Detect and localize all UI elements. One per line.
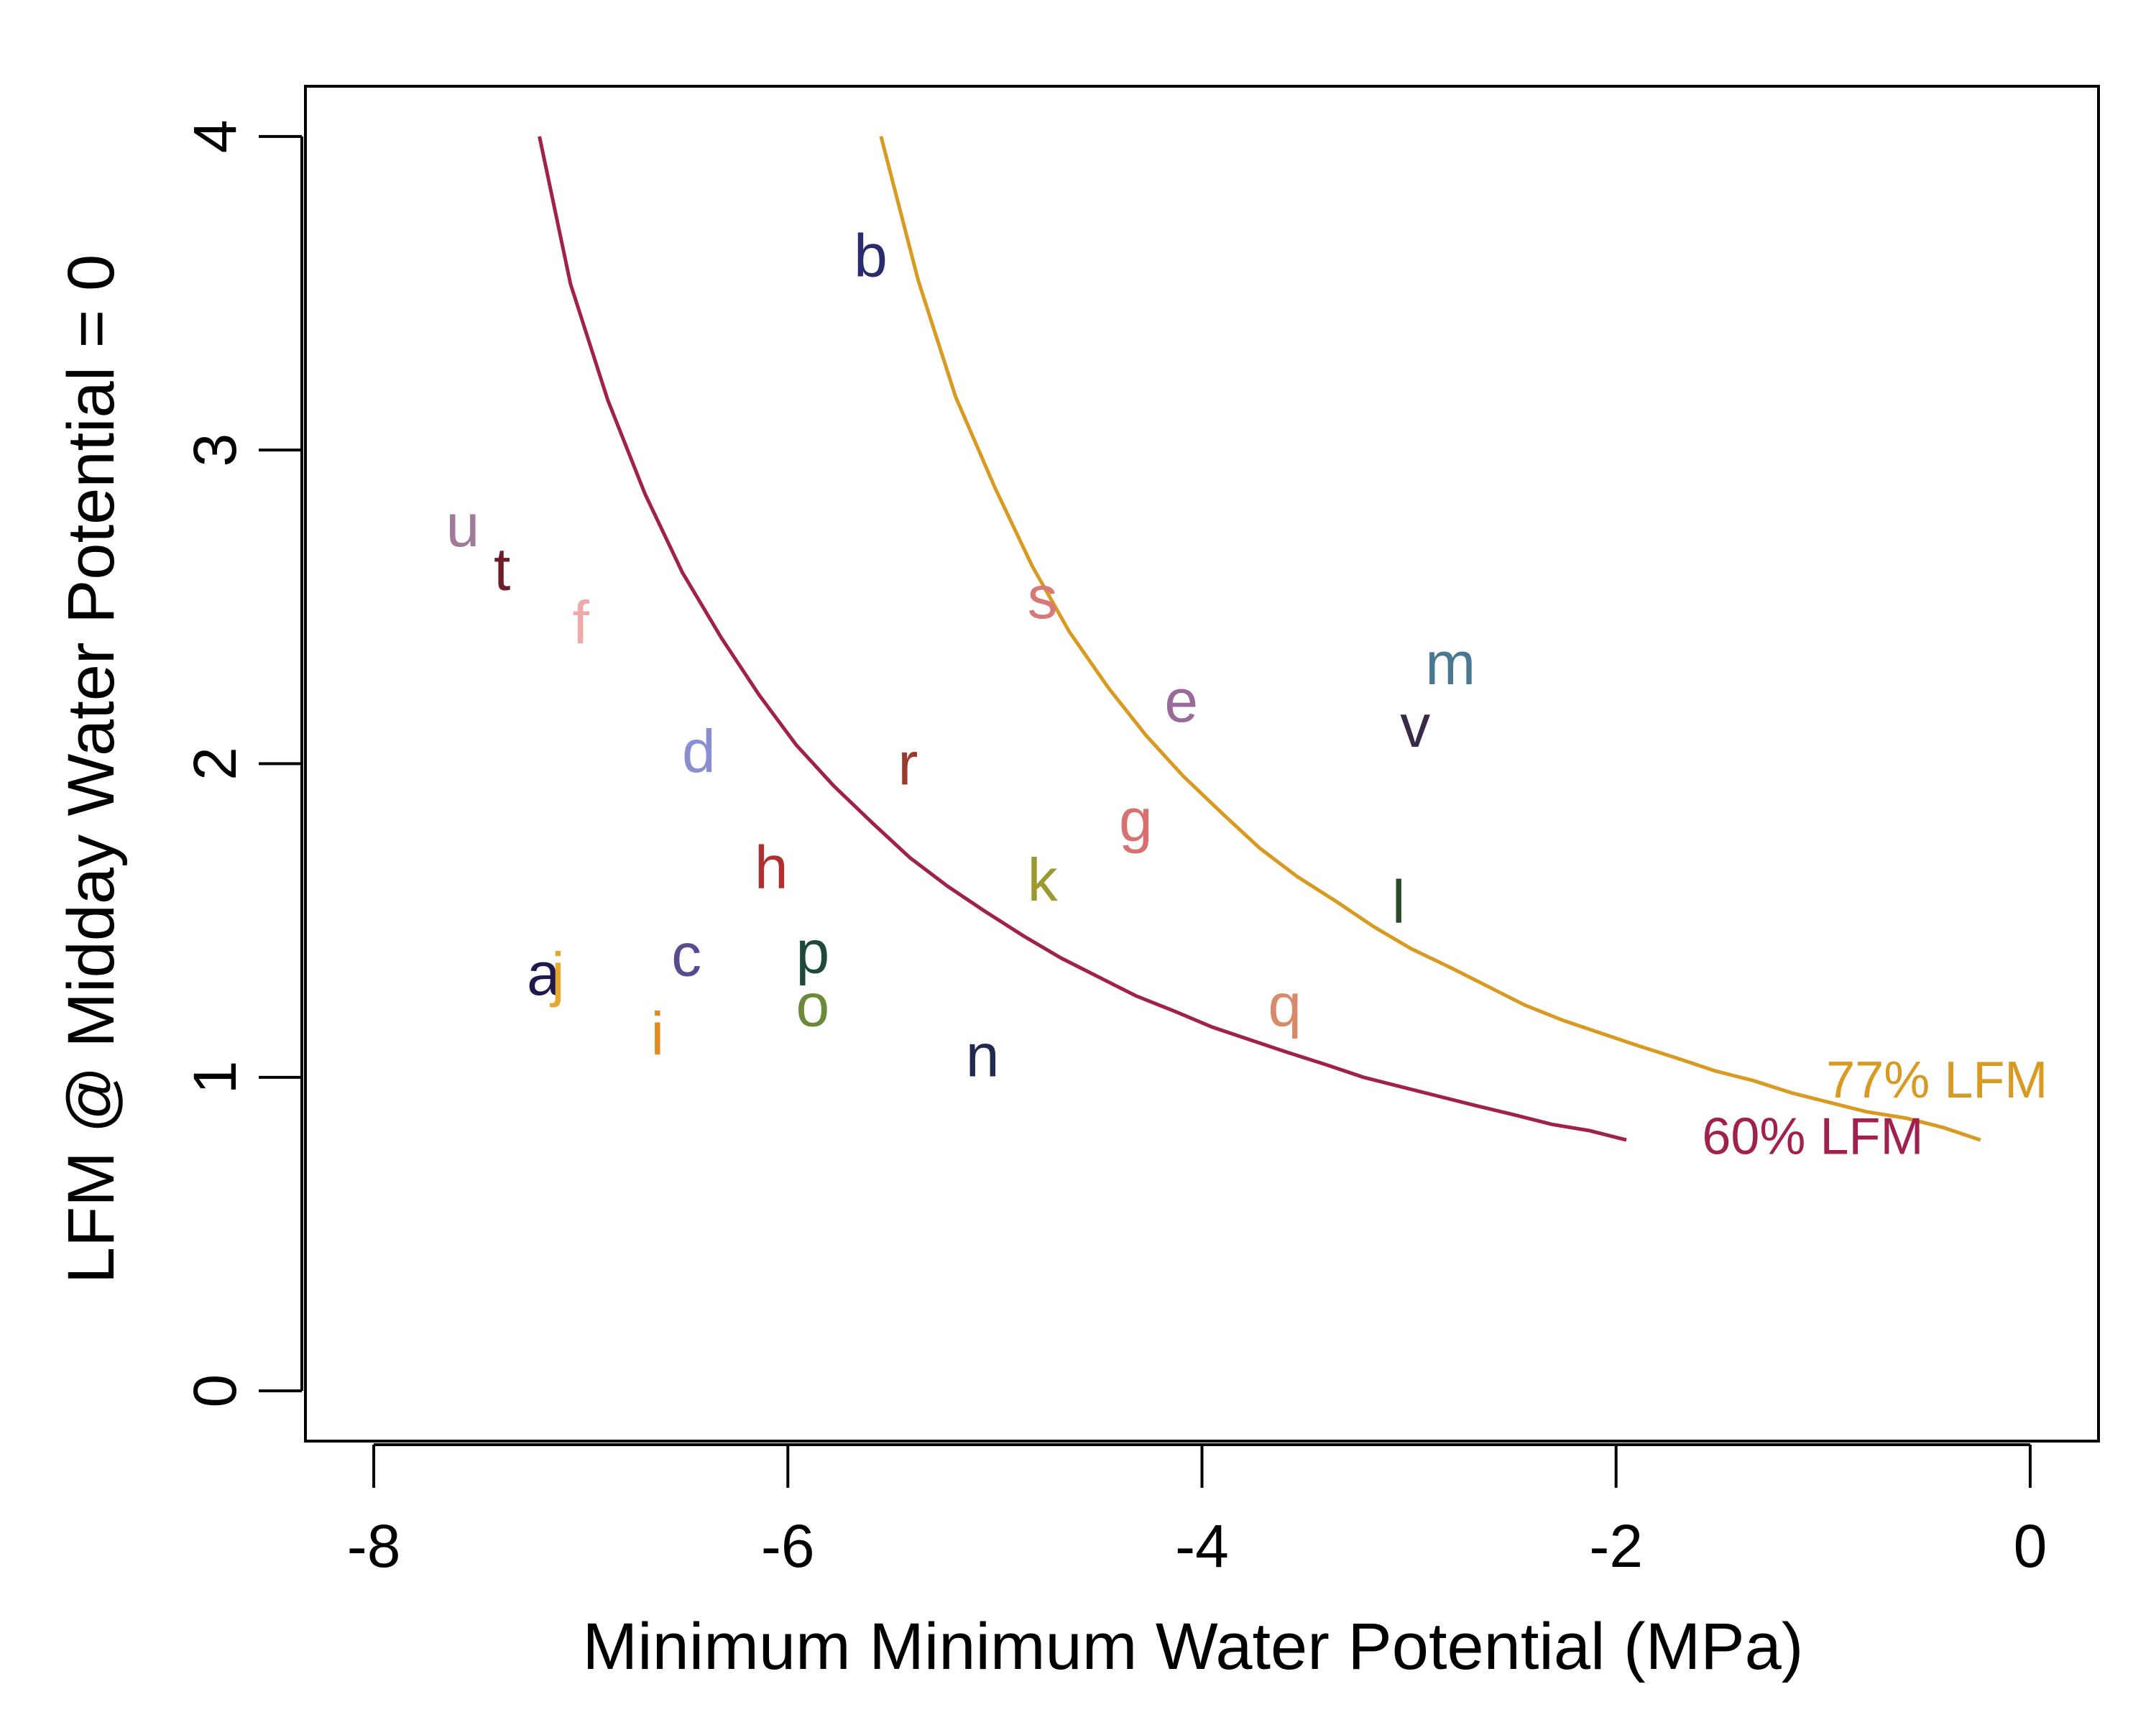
point-label-q: q bbox=[1268, 971, 1302, 1039]
x-tick-label: -2 bbox=[1589, 1512, 1643, 1580]
x-tick-label: -4 bbox=[1175, 1512, 1229, 1580]
plot-border bbox=[304, 85, 2100, 1443]
series-line-60-lfm bbox=[538, 136, 1627, 1142]
point-label-l: l bbox=[1392, 868, 1406, 935]
y-tick-label: 2 bbox=[181, 747, 249, 781]
point-label-s: s bbox=[1028, 564, 1058, 631]
curve-label: 60% LFM bbox=[1702, 1108, 1923, 1166]
point-label-h: h bbox=[755, 833, 788, 901]
point-label-r: r bbox=[898, 730, 918, 798]
y-tick-label: 0 bbox=[181, 1374, 249, 1408]
plot-frame bbox=[304, 85, 2100, 1443]
point-label-t: t bbox=[494, 535, 510, 603]
points: a b c d e f g h i j k l m n op q r s tu v bbox=[446, 222, 1476, 1090]
point-label-b: b bbox=[854, 222, 888, 290]
y-tick-label: 3 bbox=[181, 433, 249, 467]
y-tick-label: 4 bbox=[181, 119, 249, 153]
x-tick-label: -6 bbox=[761, 1512, 815, 1580]
point-label-a: a bbox=[527, 940, 561, 1008]
point-label-j: j bbox=[549, 940, 565, 1008]
point-label-e: e bbox=[1164, 667, 1198, 735]
point-label-m: m bbox=[1425, 630, 1475, 697]
x-tick-label: 0 bbox=[2014, 1512, 2047, 1580]
curves bbox=[538, 136, 1981, 1142]
x-axis-label: Minimum Minimum Water Potential (MPa) bbox=[583, 1610, 1804, 1683]
y-axis: 0 1 2 3 4 bbox=[181, 119, 303, 1408]
point-label-v: v bbox=[1400, 692, 1430, 760]
y-tick-label: 1 bbox=[181, 1060, 249, 1094]
point-label-p: p bbox=[796, 918, 830, 985]
point-label-c: c bbox=[671, 921, 701, 989]
point-label-n: n bbox=[966, 1021, 1000, 1089]
point-label-k: k bbox=[1028, 846, 1059, 914]
point-label-o: o bbox=[796, 971, 830, 1039]
point-label-g: g bbox=[1119, 786, 1153, 854]
point-label-u: u bbox=[446, 492, 480, 559]
point-label-i: i bbox=[650, 1000, 664, 1067]
point-label-f: f bbox=[573, 589, 590, 656]
point-label-d: d bbox=[682, 717, 716, 785]
curve-label: 77% LFM bbox=[1826, 1052, 2047, 1109]
x-axis: -8 -6 -4 -2 0 bbox=[347, 1443, 2047, 1580]
x-tick-label: -8 bbox=[347, 1512, 401, 1580]
series-line-77-lfm bbox=[879, 136, 1981, 1142]
y-axis-label: LFM @ Midday Water Potential = 0 bbox=[55, 254, 128, 1284]
